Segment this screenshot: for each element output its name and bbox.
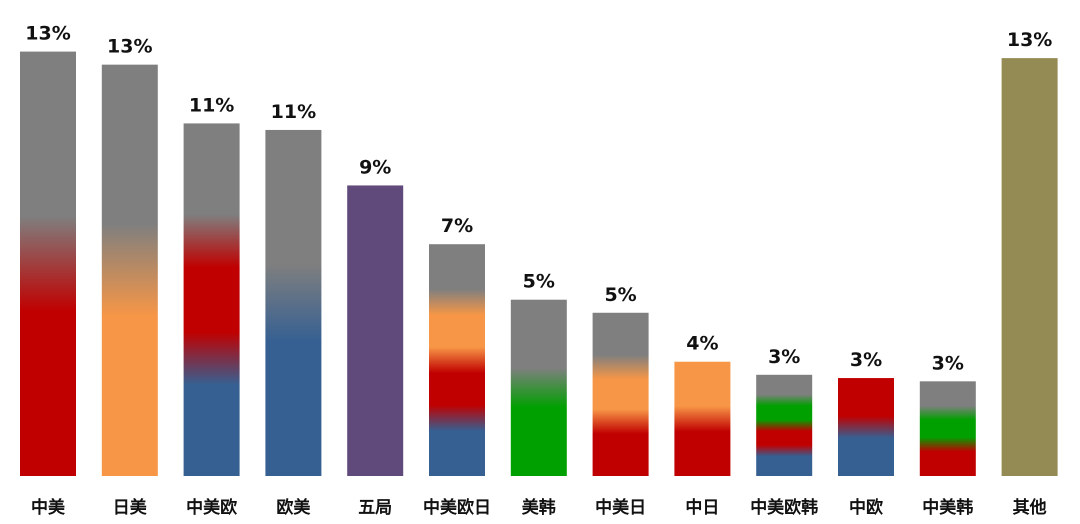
bar-4	[347, 185, 404, 477]
value-label-4: 9%	[359, 156, 391, 178]
value-label-9: 3%	[768, 346, 800, 368]
category-label-3: 欧美	[276, 497, 311, 518]
value-label-8: 4%	[686, 333, 718, 355]
category-label-8: 中日	[685, 497, 719, 518]
category-label-0: 中美	[31, 497, 66, 518]
bar-1	[101, 64, 158, 476]
bar-8	[674, 361, 731, 476]
category-label-2: 中美欧	[186, 497, 237, 518]
category-label-4: 五局	[358, 498, 392, 518]
bar-12	[1001, 58, 1058, 476]
bar-7	[592, 312, 649, 476]
bar-3	[265, 129, 322, 477]
category-labels-group: 中美 日美 中美欧 欧美 五局 中美欧日 美韩 中美日 中日 中美欧韩 中欧 中美韩 其他	[31, 497, 1047, 518]
category-label-9: 中美欧韩	[750, 497, 818, 518]
value-label-12: 13%	[1007, 29, 1052, 51]
category-label-11: 中美韩	[922, 497, 973, 518]
bars-group	[20, 51, 1058, 477]
value-label-7: 5%	[604, 284, 636, 306]
category-label-12: 其他	[1013, 497, 1047, 518]
value-label-6: 5%	[523, 271, 555, 293]
value-label-11: 3%	[932, 352, 964, 374]
category-label-1: 日美	[113, 497, 148, 518]
bar-11	[919, 381, 976, 476]
value-labels-group: 13% 13% 11% 11% 9% 7% 5% 5% 4% 3% 3% 3% 13%	[25, 23, 1052, 375]
bar-0	[20, 51, 76, 477]
bar-2	[183, 123, 240, 476]
value-label-10: 3%	[850, 349, 882, 371]
category-label-7: 中美日	[595, 497, 646, 518]
bar-10	[838, 378, 894, 476]
bar-6	[510, 299, 567, 476]
value-label-0: 13%	[25, 23, 70, 45]
value-label-2: 11%	[189, 94, 234, 116]
category-label-6: 美韩	[522, 497, 556, 518]
category-label-10: 中欧	[849, 497, 883, 518]
category-label-5: 中美欧日	[423, 497, 491, 518]
bar-5	[429, 244, 485, 476]
bar-9	[756, 374, 813, 476]
value-label-1: 13%	[107, 36, 152, 58]
value-label-3: 11%	[271, 101, 316, 123]
value-label-5: 7%	[441, 215, 473, 237]
